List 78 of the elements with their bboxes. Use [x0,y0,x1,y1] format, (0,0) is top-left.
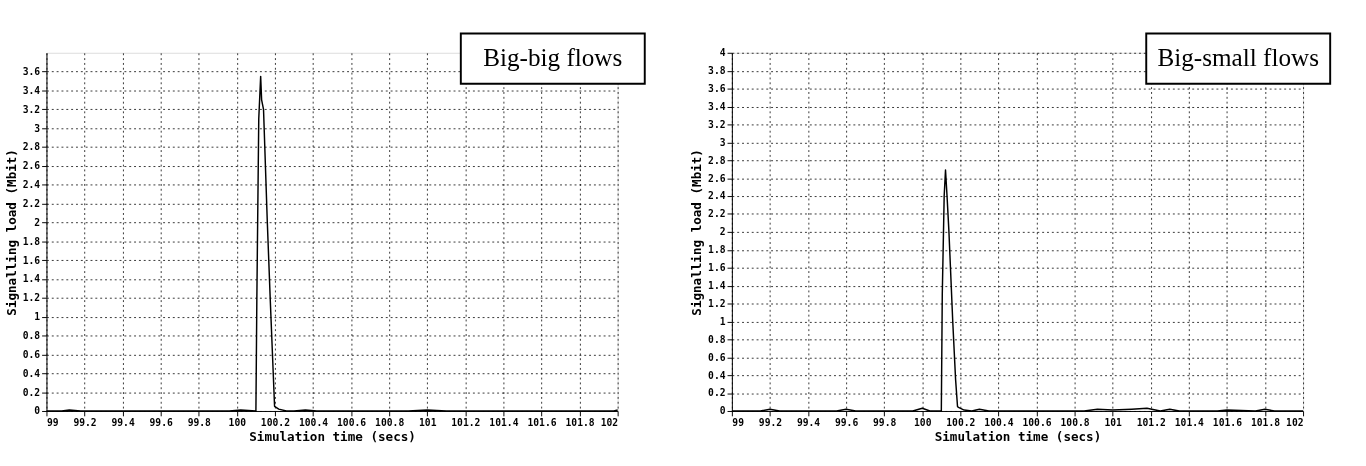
y-tick-label: 0.8 [22,329,41,341]
y-tick-label: 0 [34,405,41,417]
x-tick-label: 100.2 [260,416,291,428]
x-tick-label: 99.6 [149,416,174,428]
x-tick-label: 99.2 [73,416,97,428]
x-tick-label: 101.2 [451,416,481,428]
x-tick-label: 99 [46,416,59,428]
y-tick-label: 1.8 [22,235,41,247]
y-axis-title: Signalling load (Mbit) [3,149,19,316]
x-tick-label: 100.2 [946,416,976,428]
y-tick-label: 2.4 [22,179,41,191]
y-tick-label: 3 [719,136,726,148]
y-tick-label: 0.4 [22,367,41,379]
x-tick-label: 101 [1104,416,1123,428]
x-axis-title: Simulation time (secs) [934,429,1102,445]
y-tick-label: 0.2 [22,386,41,398]
x-tick-label: 100.4 [984,416,1014,428]
x-tick-label: 101.4 [1174,416,1205,428]
x-tick-label: 99.4 [796,416,821,428]
x-tick-label: 101.8 [565,416,595,428]
y-tick-label: 1 [719,315,726,327]
y-tick-label: 2.8 [708,154,726,166]
y-tick-label: 3.4 [22,84,41,96]
y-tick-label: 0 [719,405,726,417]
y-tick-label: 1 [34,311,41,323]
x-tick-label: 102 [1286,416,1304,428]
x-tick-label: 100.8 [375,416,405,428]
y-tick-label: 2 [719,226,726,238]
x-tick-label: 99.4 [111,416,135,428]
x-tick-label: 101.6 [1212,416,1243,428]
y-tick-label: 1.6 [22,254,41,266]
x-tick-label: 100.6 [1022,416,1052,428]
y-tick-label: 1.6 [708,262,726,274]
y-tick-label: 0.4 [708,369,726,381]
x-tick-label: 99.6 [834,416,859,428]
y-tick-label: 3.2 [22,103,41,115]
x-tick-label: 101.8 [1250,416,1281,428]
y-tick-label: 3 [34,122,41,134]
y-tick-label: 2.6 [22,160,41,172]
x-tick-label: 102 [600,416,619,428]
y-axis-title: Signalling load (Mbit) [689,149,705,316]
y-tick-label: 4 [719,47,726,59]
y-tick-label: 1.2 [22,292,41,304]
x-tick-label: 100 [914,416,932,428]
x-tick-label: 100 [228,416,247,428]
y-tick-label: 2 [34,216,41,228]
x-tick-label: 99.2 [758,416,783,428]
x-tick-label: 100.8 [1060,416,1090,428]
annotation: Big-small flows [1157,44,1319,72]
x-tick-label: 101.2 [1136,416,1166,428]
y-tick-label: 2.4 [708,190,726,202]
y-tick-label: 0.2 [708,387,726,399]
y-tick-label: 2.2 [22,198,41,209]
x-tick-label: 99.8 [873,416,897,428]
y-tick-label: 1.8 [708,244,726,256]
x-tick-label: 100.6 [337,416,367,428]
x-tick-label: 99.8 [187,416,212,428]
y-tick-label: 2.8 [22,141,41,153]
annotation: Big-big flows [483,44,623,72]
x-tick-label: 101.4 [489,416,519,428]
y-tick-label: 3.6 [22,66,41,78]
y-tick-label: 3.6 [708,83,726,94]
y-tick-label: 3.8 [708,65,726,77]
y-tick-label: 0.6 [22,348,41,360]
y-tick-label: 1.2 [708,297,726,309]
y-tick-label: 2.2 [708,208,726,220]
x-tick-label: 101 [419,416,437,428]
x-tick-label: 99 [732,416,745,428]
y-tick-label: 3.4 [708,100,726,112]
x-tick-label: 100.4 [298,416,329,428]
x-tick-label: 101.6 [527,416,557,428]
y-tick-label: 1.4 [708,280,726,292]
x-axis-title: Simulation time (secs) [249,429,416,445]
y-tick-label: 2.6 [708,172,726,184]
y-tick-label: 0.8 [708,333,726,345]
y-tick-label: 3.2 [708,118,726,130]
y-tick-label: 0.6 [708,351,726,363]
y-tick-label: 1.4 [22,273,41,285]
